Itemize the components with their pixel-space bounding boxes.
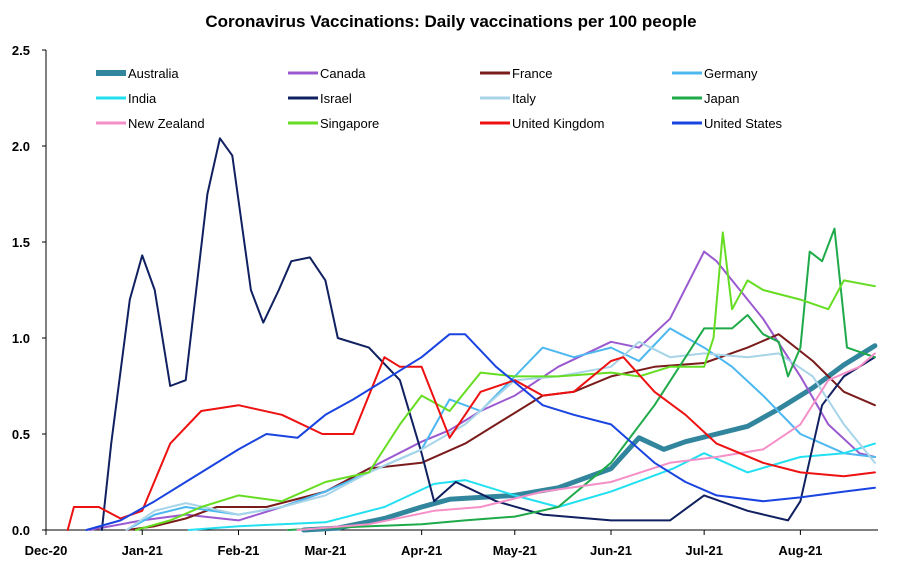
y-tick-label: 0.0: [12, 523, 30, 538]
series-line-france: [125, 333, 876, 531]
x-tick-label: Apr-21: [401, 543, 442, 558]
x-tick-label: May-21: [493, 543, 537, 558]
legend: Australia Canada France Germany India Israel I…: [96, 66, 783, 131]
legend-label-united-states: United States: [704, 116, 783, 131]
x-tick-label: Mar-21: [304, 543, 346, 558]
series-line-japan: [287, 227, 876, 531]
series-line-israel: [100, 137, 876, 531]
y-tick-label: 1.0: [12, 331, 30, 346]
chart-title: Coronavirus Vaccinations: Daily vaccinat…: [205, 12, 696, 31]
legend-label-canada: Canada: [320, 66, 366, 81]
y-tick-label: 0.5: [12, 427, 30, 442]
y-tick-label: 2.5: [12, 43, 30, 58]
x-tick-label: Feb-21: [218, 543, 260, 558]
x-tick-label: Jul-21: [685, 543, 723, 558]
legend-label-japan: Japan: [704, 91, 739, 106]
legend-label-new-zealand: New Zealand: [128, 116, 205, 131]
series-line-united-states: [85, 333, 876, 531]
legend-label-germany: Germany: [704, 66, 758, 81]
legend-label-italy: Italy: [512, 91, 536, 106]
legend-label-singapore: Singapore: [320, 116, 379, 131]
series-line-new-zealand: [296, 352, 876, 531]
legend-label-india: India: [128, 91, 157, 106]
series-line-australia: [301, 343, 878, 533]
x-tick-label: Jun-21: [590, 543, 632, 558]
y-tick-label: 1.5: [12, 235, 30, 250]
series-lines: [66, 137, 878, 533]
series-line-germany: [125, 327, 876, 531]
legend-label-israel: Israel: [320, 91, 352, 106]
legend-label-france: France: [512, 66, 552, 81]
x-tick-label: Aug-21: [778, 543, 822, 558]
y-tick-label: 2.0: [12, 139, 30, 154]
legend-label-united-kingdom: United Kingdom: [512, 116, 605, 131]
series-line-canada: [88, 250, 876, 531]
x-tick-label: Jan-21: [122, 543, 163, 558]
series-line-united-kingdom: [66, 356, 876, 531]
x-tick-label: Dec-20: [25, 543, 68, 558]
axes: 0.0 0.5 1.0 1.5 2.0 2.5 Dec-20 Jan-21 Feb-21 Mar-…: [12, 43, 878, 558]
series-line-singapore: [135, 231, 876, 531]
legend-label-australia: Australia: [128, 66, 179, 81]
series-line-italy: [125, 340, 876, 531]
